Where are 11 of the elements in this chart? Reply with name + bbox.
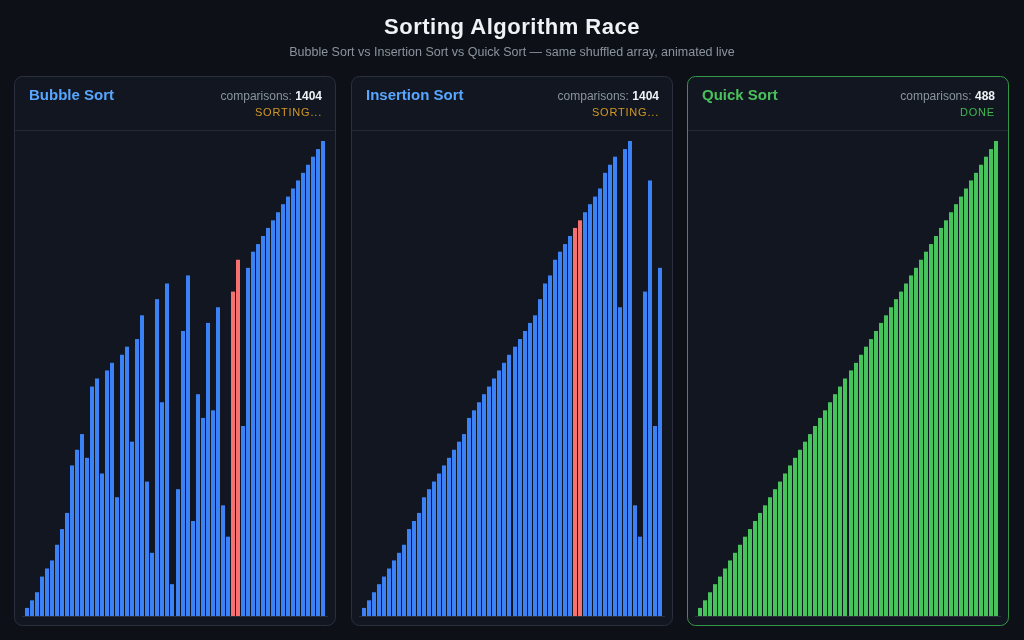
text: SORTING... <box>254 106 322 118</box>
text: comparisons: 1404 <box>557 89 660 103</box>
text: DONE <box>960 106 995 118</box>
chart-title: Insertion Sort <box>366 86 464 103</box>
text: comparisons: 1404 <box>220 89 323 103</box>
text: Sorting Algorithm Race <box>384 14 640 39</box>
text: comparisons: 488 <box>900 89 996 103</box>
chart-title: Quick Sort <box>702 86 778 103</box>
text: SORTING... <box>591 106 659 118</box>
text: Bubble Sort vs Insertion Sort vs Quick Sort — same shuffled array, animated live <box>289 45 735 59</box>
chart-title: Bubble Sort <box>29 86 114 103</box>
